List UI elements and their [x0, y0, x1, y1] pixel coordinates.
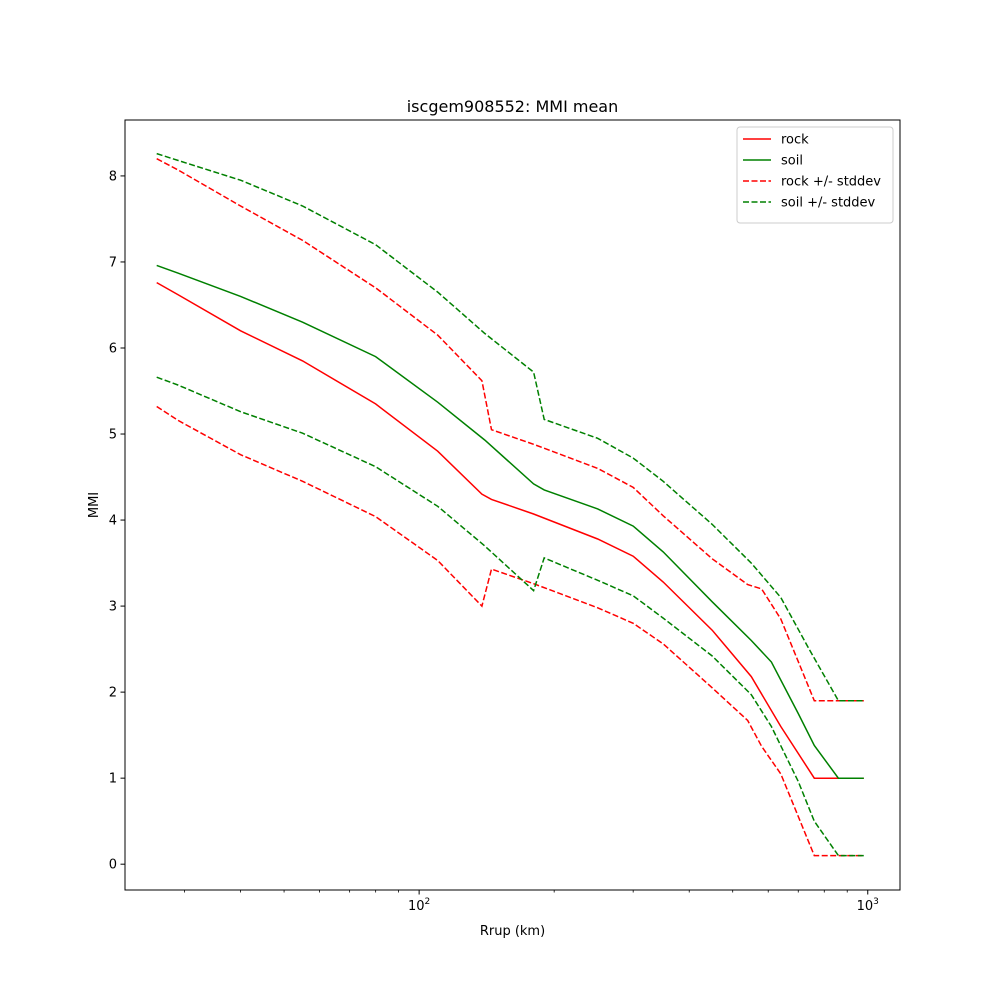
y-axis: 0 1 2 3 4 5 6 7 8 — [109, 169, 125, 873]
x-axis-label: Rrup (km) — [480, 924, 545, 939]
x-axis: 102 103 — [184, 890, 879, 914]
x-tick-label: 103 — [857, 897, 879, 914]
series-line-1 — [156, 264, 864, 779]
legend-label: rock +/- stddev — [781, 175, 881, 190]
y-tick-label: 5 — [109, 428, 117, 443]
chart-title: iscgem908552: MMI mean — [407, 97, 619, 116]
legend: rock soil rock +/- stddev soil +/- stddev — [736, 126, 894, 224]
legend-label: soil +/- stddev — [781, 196, 876, 211]
y-tick-label: 7 — [109, 255, 117, 270]
plot-area — [156, 152, 864, 857]
y-tick-label: 6 — [109, 341, 117, 356]
series-line-5 — [156, 376, 864, 857]
legend-label: rock — [781, 133, 809, 148]
series-line-2 — [156, 158, 864, 702]
y-tick-label: 4 — [109, 514, 117, 529]
series-line-4 — [156, 405, 864, 857]
y-tick-label: 2 — [109, 686, 117, 701]
y-tick-label: 3 — [109, 600, 117, 615]
legend-label: soil — [781, 154, 803, 169]
legend-box — [736, 126, 894, 224]
y-axis-label: MMI — [87, 492, 102, 518]
series-line-3 — [156, 152, 864, 702]
series-line-0 — [156, 281, 864, 779]
plot-frame — [124, 119, 901, 891]
y-tick-label: 8 — [109, 169, 117, 184]
y-tick-label: 0 — [109, 858, 117, 873]
y-tick-label: 1 — [109, 772, 117, 787]
x-tick-label: 102 — [408, 897, 430, 914]
